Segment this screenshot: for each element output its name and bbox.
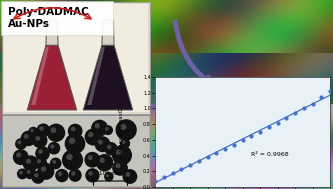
Circle shape: [63, 150, 82, 170]
Circle shape: [95, 124, 99, 128]
Circle shape: [86, 169, 99, 182]
Circle shape: [105, 173, 113, 181]
Circle shape: [72, 127, 75, 131]
Circle shape: [35, 174, 38, 177]
Circle shape: [35, 157, 46, 169]
FancyBboxPatch shape: [3, 116, 149, 186]
Polygon shape: [31, 47, 49, 105]
Circle shape: [108, 146, 111, 149]
Text: Au-NPs: Au-NPs: [8, 19, 50, 29]
Circle shape: [27, 171, 30, 173]
Circle shape: [38, 160, 40, 163]
Circle shape: [113, 146, 131, 165]
Circle shape: [89, 133, 93, 137]
Circle shape: [17, 153, 20, 157]
Circle shape: [95, 137, 110, 152]
Circle shape: [69, 169, 81, 181]
Circle shape: [39, 150, 42, 153]
Circle shape: [107, 174, 109, 177]
Circle shape: [92, 120, 107, 136]
Circle shape: [29, 127, 38, 136]
Circle shape: [48, 143, 60, 154]
Circle shape: [40, 127, 43, 130]
Circle shape: [116, 164, 120, 167]
Circle shape: [100, 158, 104, 162]
Circle shape: [51, 128, 56, 132]
Circle shape: [104, 126, 112, 134]
Circle shape: [21, 131, 35, 146]
Circle shape: [51, 158, 61, 169]
Circle shape: [72, 172, 75, 175]
FancyBboxPatch shape: [1, 1, 113, 35]
Circle shape: [25, 135, 28, 138]
Circle shape: [32, 171, 44, 183]
Circle shape: [48, 124, 65, 141]
Circle shape: [25, 168, 35, 179]
Circle shape: [31, 129, 33, 131]
Polygon shape: [87, 47, 105, 105]
Circle shape: [116, 120, 136, 140]
Circle shape: [89, 172, 92, 175]
Circle shape: [126, 173, 130, 176]
Circle shape: [117, 150, 122, 155]
Circle shape: [88, 156, 92, 159]
Circle shape: [42, 167, 46, 171]
Circle shape: [14, 150, 28, 164]
Circle shape: [23, 156, 38, 171]
Circle shape: [59, 172, 62, 175]
Circle shape: [33, 133, 47, 147]
Circle shape: [51, 145, 54, 148]
Circle shape: [99, 140, 102, 144]
FancyBboxPatch shape: [2, 115, 150, 187]
Text: Poly-DADMAC: Poly-DADMAC: [8, 7, 89, 17]
Circle shape: [16, 139, 26, 149]
Circle shape: [121, 124, 126, 129]
Circle shape: [38, 163, 54, 179]
Circle shape: [56, 170, 68, 182]
FancyBboxPatch shape: [2, 2, 150, 114]
Circle shape: [65, 134, 85, 153]
Circle shape: [36, 147, 49, 160]
Circle shape: [123, 141, 125, 143]
Circle shape: [123, 170, 137, 183]
Circle shape: [70, 138, 75, 143]
Circle shape: [36, 137, 40, 140]
Circle shape: [18, 141, 21, 144]
Circle shape: [18, 169, 27, 179]
Polygon shape: [46, 20, 58, 45]
Circle shape: [85, 129, 101, 145]
Circle shape: [20, 171, 22, 174]
Circle shape: [97, 155, 113, 171]
Polygon shape: [27, 45, 77, 110]
Circle shape: [105, 143, 117, 155]
Text: 100 nm: 100 nm: [99, 171, 121, 176]
Circle shape: [27, 159, 30, 163]
Circle shape: [106, 128, 108, 130]
Circle shape: [37, 124, 50, 137]
Circle shape: [85, 153, 100, 167]
Circle shape: [113, 161, 127, 175]
Circle shape: [69, 124, 82, 138]
Polygon shape: [102, 20, 114, 45]
Polygon shape: [83, 45, 133, 110]
FancyBboxPatch shape: [4, 4, 148, 112]
Circle shape: [53, 160, 55, 163]
Circle shape: [67, 155, 72, 160]
Circle shape: [121, 139, 130, 148]
